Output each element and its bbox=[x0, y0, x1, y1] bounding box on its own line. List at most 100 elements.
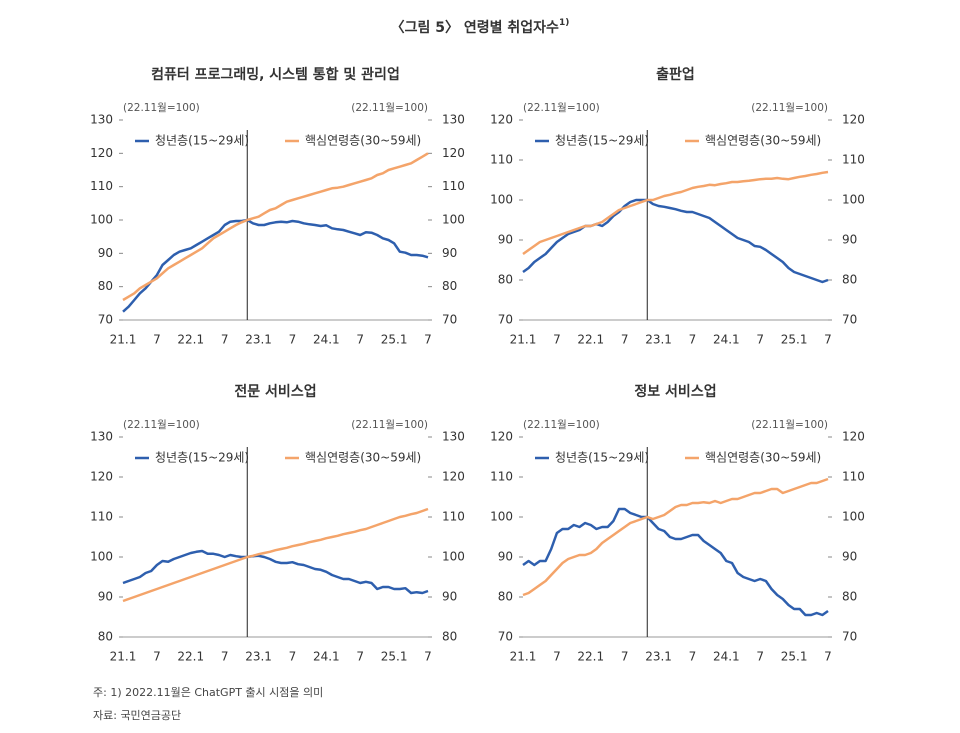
x-tick-label: 24.1 bbox=[713, 333, 740, 347]
y-tick-label: 130 bbox=[90, 113, 113, 127]
y-tick-label: 110 bbox=[90, 510, 113, 524]
chart-title: 컴퓨터 프로그래밍, 시스템 통합 및 관리업 bbox=[151, 66, 400, 83]
series-line bbox=[122, 549, 429, 595]
y-tick-label: 80 bbox=[498, 590, 513, 604]
y2-tick-label: 80 bbox=[842, 590, 857, 604]
y2-tick-label: 90 bbox=[842, 550, 857, 564]
y-tick-label: 90 bbox=[98, 590, 113, 604]
legend-label: 핵심연령층(30~59세) bbox=[705, 134, 821, 148]
x-tick-label: 23.1 bbox=[245, 333, 272, 347]
legend-label: 청년층(15~29세) bbox=[155, 134, 249, 148]
legend-label: 청년층(15~29세) bbox=[155, 451, 249, 465]
x-tick-label: 21.1 bbox=[510, 333, 537, 347]
x-tick-label: 24.1 bbox=[313, 333, 340, 347]
y-tick-label: 130 bbox=[90, 430, 113, 444]
x-tick-label: 22.1 bbox=[177, 650, 204, 664]
series-line bbox=[122, 152, 429, 302]
y2-tick-label: 80 bbox=[442, 630, 457, 644]
chart-title: 출판업 bbox=[656, 66, 695, 83]
y-unit-label: (22.11월=100) bbox=[523, 419, 600, 431]
x-tick-label: 21.1 bbox=[110, 333, 137, 347]
title-text: 〈그림 5〉 연령별 취업자수 bbox=[391, 19, 559, 36]
y2-tick-label: 120 bbox=[442, 146, 465, 160]
chart-title: 정보 서비스업 bbox=[634, 383, 716, 400]
series-line bbox=[122, 218, 429, 313]
x-tick-label: 7 bbox=[756, 650, 764, 664]
y-tick-label: 80 bbox=[98, 279, 113, 293]
y2-unit-label: (22.11월=100) bbox=[751, 102, 828, 114]
y2-tick-label: 70 bbox=[442, 313, 457, 327]
y-tick-label: 110 bbox=[490, 153, 513, 167]
x-tick-label: 7 bbox=[824, 333, 832, 347]
x-tick-label: 7 bbox=[221, 650, 229, 664]
series-line bbox=[522, 198, 829, 284]
figure-title: 〈그림 5〉 연령별 취업자수1) bbox=[391, 18, 570, 37]
x-tick-label: 7 bbox=[221, 333, 229, 347]
y-tick-label: 120 bbox=[90, 470, 113, 484]
x-tick-label: 25.1 bbox=[381, 650, 408, 664]
y2-tick-label: 80 bbox=[442, 279, 457, 293]
y-tick-label: 100 bbox=[490, 510, 513, 524]
y2-tick-label: 120 bbox=[842, 113, 865, 127]
footnote: 주: 1) 2022.11월은 ChatGPT 출시 시점을 의미 bbox=[93, 686, 323, 699]
x-tick-label: 7 bbox=[289, 333, 297, 347]
y-tick-label: 110 bbox=[90, 179, 113, 193]
y-tick-label: 120 bbox=[90, 146, 113, 160]
x-tick-label: 7 bbox=[356, 333, 364, 347]
legend-label: 청년층(15~29세) bbox=[555, 134, 649, 148]
y2-tick-label: 70 bbox=[842, 313, 857, 327]
x-tick-label: 22.1 bbox=[577, 333, 604, 347]
y-tick-label: 90 bbox=[98, 246, 113, 260]
x-tick-label: 21.1 bbox=[510, 650, 537, 664]
x-tick-label: 7 bbox=[424, 333, 432, 347]
x-tick-label: 7 bbox=[689, 333, 697, 347]
x-tick-label: 25.1 bbox=[781, 333, 808, 347]
x-tick-label: 23.1 bbox=[245, 650, 272, 664]
y2-unit-label: (22.11월=100) bbox=[751, 419, 828, 431]
y-tick-label: 80 bbox=[98, 630, 113, 644]
y2-tick-label: 110 bbox=[442, 179, 465, 193]
y-tick-label: 100 bbox=[90, 213, 113, 227]
y2-unit-label: (22.11월=100) bbox=[351, 419, 428, 431]
series-line bbox=[522, 507, 829, 617]
legend-label: 핵심연령층(30~59세) bbox=[705, 451, 821, 465]
x-tick-label: 7 bbox=[553, 650, 561, 664]
y2-tick-label: 100 bbox=[842, 193, 865, 207]
y2-unit-label: (22.11월=100) bbox=[351, 102, 428, 114]
y2-tick-label: 100 bbox=[442, 550, 465, 564]
y-tick-label: 100 bbox=[90, 550, 113, 564]
x-tick-label: 25.1 bbox=[781, 650, 808, 664]
legend-label: 청년층(15~29세) bbox=[555, 451, 649, 465]
y2-tick-label: 100 bbox=[442, 213, 465, 227]
y-tick-label: 70 bbox=[498, 630, 513, 644]
y2-tick-label: 120 bbox=[842, 430, 865, 444]
series-line bbox=[122, 507, 429, 603]
x-tick-label: 7 bbox=[756, 333, 764, 347]
title-note: 1) bbox=[559, 18, 569, 28]
y-unit-label: (22.11월=100) bbox=[523, 102, 600, 114]
y2-tick-label: 90 bbox=[842, 233, 857, 247]
y-tick-label: 110 bbox=[490, 470, 513, 484]
y-tick-label: 90 bbox=[498, 233, 513, 247]
y-unit-label: (22.11월=100) bbox=[123, 419, 200, 431]
y-tick-label: 70 bbox=[498, 313, 513, 327]
y-tick-label: 100 bbox=[490, 193, 513, 207]
legend-label: 핵심연령층(30~59세) bbox=[305, 134, 421, 148]
x-tick-label: 7 bbox=[153, 650, 161, 664]
y2-tick-label: 130 bbox=[442, 113, 465, 127]
x-tick-label: 23.1 bbox=[645, 650, 672, 664]
y2-tick-label: 100 bbox=[842, 510, 865, 524]
x-tick-label: 22.1 bbox=[577, 650, 604, 664]
y-tick-label: 120 bbox=[490, 113, 513, 127]
y2-tick-label: 110 bbox=[442, 510, 465, 524]
legend-label: 핵심연령층(30~59세) bbox=[305, 451, 421, 465]
y2-tick-label: 120 bbox=[442, 470, 465, 484]
y-tick-label: 70 bbox=[98, 313, 113, 327]
y2-tick-label: 110 bbox=[842, 470, 865, 484]
x-tick-label: 23.1 bbox=[645, 333, 672, 347]
y2-tick-label: 90 bbox=[442, 590, 457, 604]
y-tick-label: 90 bbox=[498, 550, 513, 564]
x-tick-label: 24.1 bbox=[313, 650, 340, 664]
x-tick-label: 22.1 bbox=[177, 333, 204, 347]
